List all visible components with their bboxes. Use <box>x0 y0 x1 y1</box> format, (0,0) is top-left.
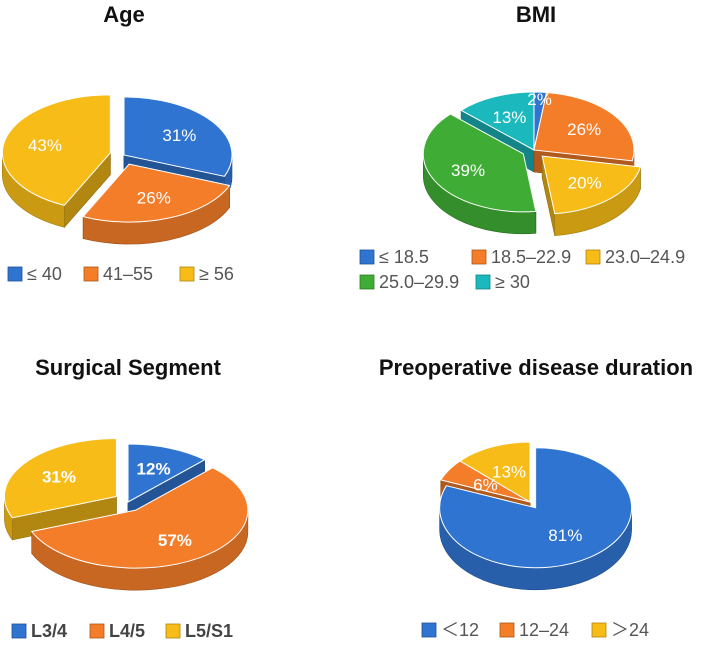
legend-item-l5-s1: L5/S1 <box>165 621 233 641</box>
legend-item-23-0-24-9: 23.0–24.9 <box>585 247 685 267</box>
legend-surgical-segment: L3/4 L4/5 L5/S1 <box>11 621 233 641</box>
chart-disease-duration: Preoperative disease duration 81% 6%13% ＜… <box>379 355 693 640</box>
pie-value-labels: 2% 26% 20% 39% 13% <box>451 90 602 192</box>
legend-swatch-orange <box>471 249 487 265</box>
value-label-l4-5: 57% <box>158 531 192 550</box>
legend-item-25-0-29-9: 25.0–29.9 <box>359 272 459 292</box>
pie-top-faces <box>439 441 633 569</box>
value-label-12: 81% <box>548 526 582 545</box>
legend-swatch-green <box>359 274 375 290</box>
chart-bmi: BMI 2% 26% 20% 39% 13% ≤ 18.5 18.5–22.9 23.0–2… <box>359 2 685 292</box>
legend-item-l4-5: L4/5 <box>89 621 145 641</box>
slice-12 <box>439 447 633 569</box>
value-label-25-0-29-9: 39% <box>451 161 485 180</box>
legend-item-12: ＜12 <box>421 620 479 640</box>
slice-25-0-29-9 <box>422 113 537 213</box>
legend-label: 23.0–24.9 <box>605 247 685 267</box>
slice-40 <box>123 96 233 177</box>
legend-item-56: ≥ 56 <box>179 264 234 284</box>
pie-surgical-segment: 12% 57% 31% <box>3 437 249 591</box>
slice-56 <box>1 94 111 206</box>
slice-24 <box>459 441 531 503</box>
value-label-23-0-24-9: 20% <box>568 173 602 192</box>
value-label-18-5-22-9: 26% <box>567 120 601 139</box>
value-label-18-5: 2% <box>527 90 552 109</box>
pie-value-labels: 81% 6%13% <box>473 463 582 545</box>
legend-label: ≤ 40 <box>27 264 62 284</box>
legend-disease-duration: ＜12 12–24 ＞24 <box>421 620 649 640</box>
pie-top-faces <box>1 94 233 223</box>
legend-label: 25.0–29.9 <box>379 272 459 292</box>
slice-41-55 <box>82 163 231 223</box>
legend-label: L3/4 <box>31 621 67 641</box>
legend-swatch-yellow <box>585 249 601 265</box>
legend-age: ≤ 40 41–55 ≥ 56 <box>7 264 234 284</box>
value-label-40: 31% <box>162 126 196 145</box>
value-label-12-24: 6% <box>473 475 498 494</box>
legend-swatch-orange <box>89 623 105 639</box>
legend-swatch-blue <box>359 249 375 265</box>
legend-item-30: ≥ 30 <box>475 272 530 292</box>
title-surgical-segment: Surgical Segment <box>35 355 222 380</box>
legend-label: L4/5 <box>109 621 145 641</box>
legend-swatch-yellow <box>179 266 195 282</box>
value-label-24: 13% <box>492 463 526 482</box>
value-label-41-55: 26% <box>137 189 171 208</box>
legend-item-18-5: ≤ 18.5 <box>359 247 429 267</box>
legend-item-24: ＞24 <box>591 620 649 640</box>
slice-23-0-24-9 <box>541 155 642 215</box>
legend-label: ＞24 <box>611 620 649 640</box>
chart-age: Age 31% 26% 43% ≤ 40 41–55 ≥ 56 <box>1 2 234 284</box>
title-age: Age <box>103 2 145 27</box>
legend-swatch-yellow <box>591 622 607 638</box>
title-bmi: BMI <box>516 2 556 27</box>
pie-top-faces <box>3 437 249 569</box>
title-disease-duration: Preoperative disease duration <box>379 355 693 380</box>
slice-l4-5 <box>30 467 249 569</box>
pie-bmi: 2% 26% 20% 39% 13% <box>422 90 642 236</box>
value-label-56: 43% <box>28 136 62 155</box>
pie-value-labels: 31% 26% 43% <box>28 126 196 208</box>
legend-bmi: ≤ 18.5 18.5–22.9 23.0–24.9 25.0–29.9 ≥ 30 <box>359 247 685 292</box>
legend-swatch-orange <box>499 622 515 638</box>
value-label-30: 13% <box>492 108 526 127</box>
legend-label: 41–55 <box>103 264 153 284</box>
pie-age: 31% 26% 43% <box>1 94 233 245</box>
legend-swatch-yellow <box>165 623 181 639</box>
legend-item-l3-4: L3/4 <box>11 621 67 641</box>
legend-swatch-blue <box>7 266 23 282</box>
slice-l3-4 <box>127 443 206 503</box>
legend-swatch-blue <box>421 622 437 638</box>
pie-top-faces <box>422 91 642 215</box>
legend-item-41-55: 41–55 <box>83 264 153 284</box>
legend-label: ≤ 18.5 <box>379 247 429 267</box>
legend-item-40: ≤ 40 <box>7 264 62 284</box>
legend-label: 18.5–22.9 <box>491 247 571 267</box>
pie-value-labels: 12% 57% 31% <box>42 460 192 550</box>
legend-label: 12–24 <box>519 620 569 640</box>
value-label-l3-4: 12% <box>137 460 171 479</box>
legend-swatch-orange <box>83 266 99 282</box>
value-label-l5-s1: 31% <box>42 467 76 486</box>
slice-l5-s1 <box>3 437 117 519</box>
legend-swatch-teal <box>475 274 491 290</box>
legend-swatch-blue <box>11 623 27 639</box>
chart-surgical-segment: Surgical Segment 12% 57% 31% L3/4 L4/5 L5/S1 <box>3 355 249 641</box>
legend-label: ≥ 30 <box>495 272 530 292</box>
slice-30 <box>460 91 535 151</box>
pie-disease-duration: 81% 6%13% <box>439 441 633 591</box>
legend-label: ≥ 56 <box>199 264 234 284</box>
slice-18-5-22-9 <box>533 91 635 162</box>
legend-label: ＜12 <box>441 620 479 640</box>
legend-label: L5/S1 <box>185 621 233 641</box>
legend-item-12-24: 12–24 <box>499 620 569 640</box>
legend-item-18-5-22-9: 18.5–22.9 <box>471 247 571 267</box>
